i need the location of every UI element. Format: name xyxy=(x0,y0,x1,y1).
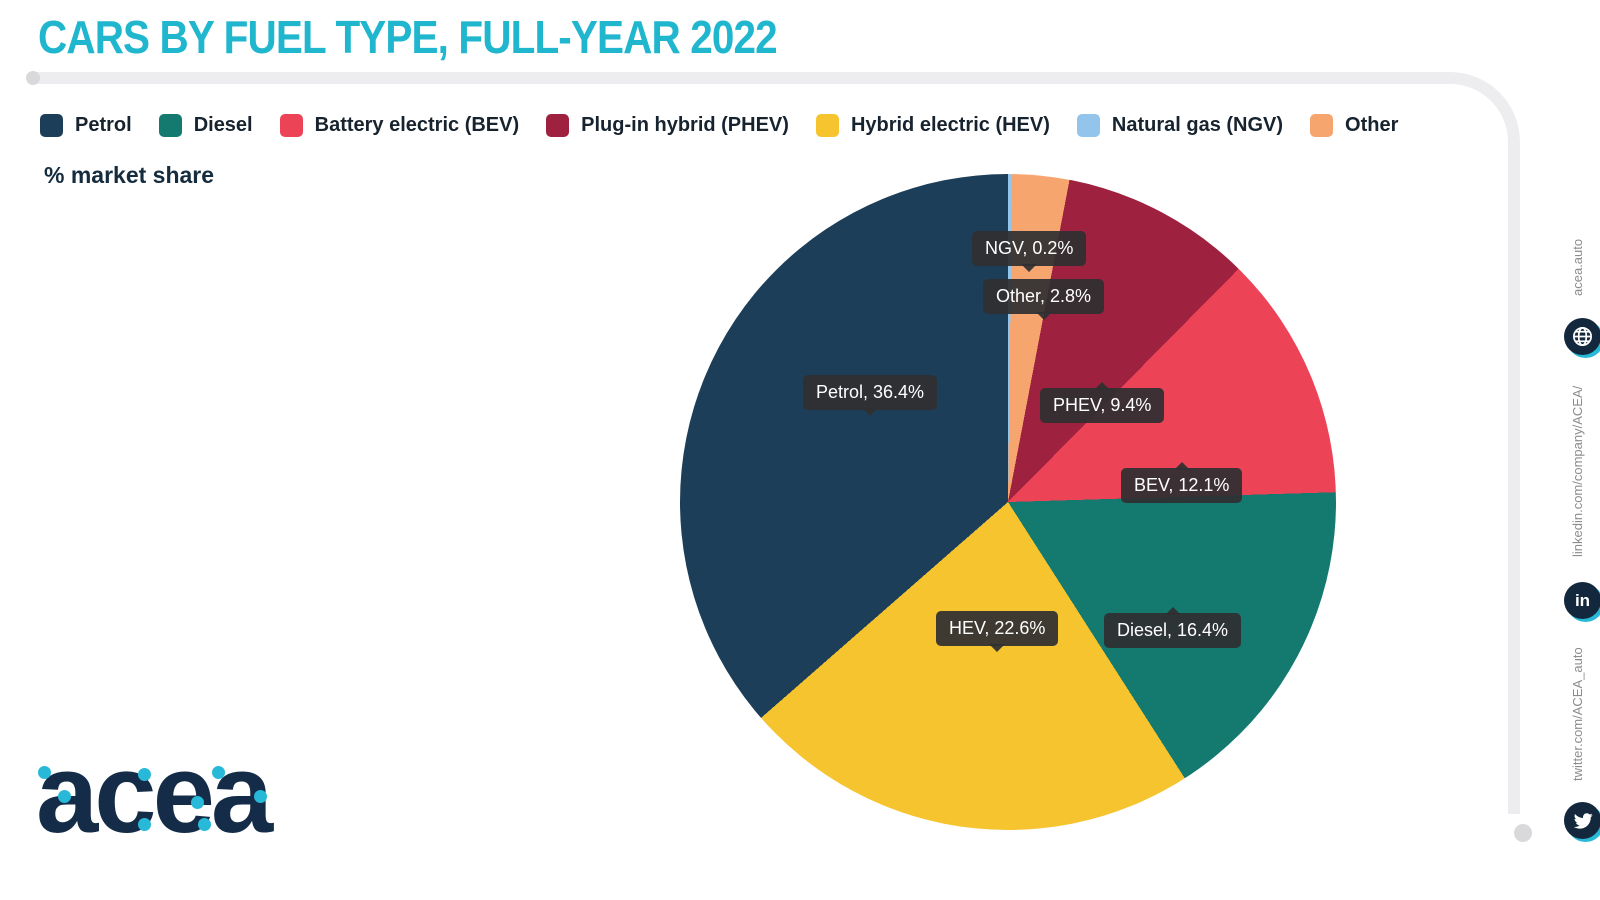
legend-item-bev: Battery electric (BEV) xyxy=(279,114,520,137)
pie-label-text: BEV, 12.1% xyxy=(1134,475,1230,495)
pie-label-petrol: Petrol, 36.4% xyxy=(803,375,938,416)
legend-label: Battery electric (BEV) xyxy=(314,114,520,136)
pie-label-bev: BEV, 12.1% xyxy=(1121,462,1243,503)
globe-icon[interactable] xyxy=(1564,318,1600,358)
legend-item-petrol: Petrol xyxy=(40,114,132,137)
frame-dot-bottom xyxy=(1514,824,1532,842)
linkedin-glyph: in xyxy=(1574,590,1591,610)
logo-dot xyxy=(58,790,71,803)
legend-label: Hybrid electric (HEV) xyxy=(850,114,1050,136)
pie-label-text: HEV, 22.6% xyxy=(949,618,1046,638)
pie-label-text: Diesel, 16.4% xyxy=(1117,620,1229,640)
logo-dot xyxy=(38,766,51,779)
legend-swatch-other xyxy=(1310,114,1334,137)
frame-border xyxy=(34,72,1520,814)
legend-item-hev: Hybrid electric (HEV) xyxy=(815,114,1050,137)
sidebar-link-twitter[interactable]: twitter.com/ACEA_auto xyxy=(1570,647,1585,781)
acea-logo-text: acea xyxy=(36,731,273,856)
frame-dot-left xyxy=(26,71,40,85)
logo-dot xyxy=(138,768,151,781)
pie-label-ngv: NGV, 0.2% xyxy=(972,231,1087,272)
pie-label-text: Other, 2.8% xyxy=(996,286,1092,306)
page-title: CARS BY FUEL TYPE, FULL-YEAR 2022 xyxy=(38,11,778,63)
acea-logo: acea xyxy=(36,738,286,868)
linkedin-icon-circle: in xyxy=(1564,582,1600,619)
globe-icon-circle xyxy=(1564,318,1600,355)
pie-label-other: Other, 2.8% xyxy=(983,279,1105,320)
legend-swatch-petrol xyxy=(40,114,63,137)
pie-label-text: PHEV, 9.4% xyxy=(1053,395,1152,415)
legend-swatch-hev xyxy=(815,114,839,137)
legend-swatch-ngv xyxy=(1076,114,1100,137)
linkedin-icon[interactable]: in xyxy=(1564,582,1600,622)
legend-item-other: Other xyxy=(1310,114,1398,137)
sidebar-link-linkedin[interactable]: linkedin.com/company/ACEA/ xyxy=(1570,385,1585,557)
legend-label: Diesel xyxy=(193,114,253,136)
pie-label-text: NGV, 0.2% xyxy=(985,238,1074,258)
logo-dot xyxy=(138,818,151,831)
legend-label: Natural gas (NGV) xyxy=(1111,114,1284,136)
pie-label-diesel: Diesel, 16.4% xyxy=(1104,607,1242,648)
logo-dot xyxy=(191,796,204,809)
legend-swatch-diesel xyxy=(158,114,182,137)
twitter-icon-circle xyxy=(1564,802,1600,839)
sidebar-link-website[interactable]: acea.auto xyxy=(1570,238,1585,296)
legend-label: Petrol xyxy=(75,114,132,136)
twitter-glyph xyxy=(1573,812,1593,829)
twitter-icon[interactable] xyxy=(1564,802,1600,842)
pie-label-phev: PHEV, 9.4% xyxy=(1040,382,1165,423)
logo-dot xyxy=(212,766,225,779)
pie-label-text: Petrol, 36.4% xyxy=(816,382,925,402)
legend-swatch-phev xyxy=(546,114,570,137)
unit-label: % market share xyxy=(44,162,215,188)
legend-label: Plug-in hybrid (PHEV) xyxy=(581,114,789,136)
logo-dot xyxy=(198,818,211,831)
legend-item-ngv: Natural gas (NGV) xyxy=(1076,114,1284,137)
globe-glyph xyxy=(1573,327,1592,346)
legend-swatch-bev xyxy=(279,114,303,137)
legend-item-phev: Plug-in hybrid (PHEV) xyxy=(546,114,789,137)
chart-legend: Petrol Diesel Battery electric (BEV) Plu… xyxy=(40,114,1398,137)
pie-label-hev: HEV, 22.6% xyxy=(936,611,1059,652)
legend-item-diesel: Diesel xyxy=(158,114,253,137)
logo-dot xyxy=(254,790,267,803)
legend-label: Other xyxy=(1345,114,1399,136)
